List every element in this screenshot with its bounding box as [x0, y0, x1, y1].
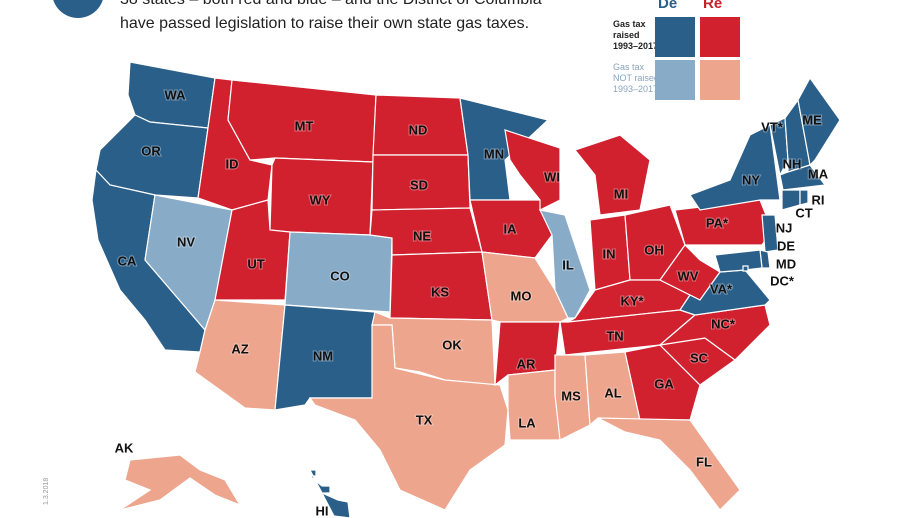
legend-swatch: [655, 17, 695, 57]
state-label: GA: [654, 376, 674, 391]
state-label: HI: [316, 503, 329, 518]
state-label: MS: [561, 388, 581, 403]
state: [481, 251, 569, 323]
credit: 1.3.2018: [43, 478, 50, 505]
state: [689, 124, 781, 211]
state: [799, 189, 809, 206]
state: [714, 249, 763, 273]
state-label: NJ: [776, 220, 793, 235]
state-label: OK: [442, 337, 462, 352]
state: [504, 129, 561, 211]
state-label: LA: [518, 415, 536, 430]
state-label: WY: [310, 192, 331, 207]
state-label: ND: [409, 122, 428, 137]
state: [538, 209, 591, 319]
state: [469, 199, 553, 259]
state-label: CT: [795, 205, 812, 220]
state-label: IA: [504, 221, 518, 236]
state: [679, 269, 771, 316]
state-label: SD: [410, 177, 428, 192]
state-label: TX: [416, 412, 433, 427]
state-labels: WA OR CA NV ID MT WY UT CO AZ NM ND SD NE KS OK TX MN IA MO…: [114, 86, 830, 518]
legend-label: NOT raised: [613, 73, 659, 83]
state-label: MA: [808, 166, 829, 181]
state-label: CO: [330, 268, 350, 283]
state-label: MT: [295, 118, 314, 133]
state: [573, 134, 651, 216]
legend-label: 1993–2017: [613, 41, 658, 51]
state-label: NY: [742, 172, 760, 187]
state-label: NE: [413, 228, 431, 243]
legend-swatch: [655, 60, 695, 100]
state-label: WA: [165, 87, 187, 102]
legend-swatch: [700, 60, 740, 100]
legend-label: Gas tax: [613, 62, 645, 72]
state: [779, 164, 827, 191]
state: [119, 454, 242, 511]
state-label: ME: [802, 112, 822, 127]
state-label: DC*: [770, 273, 795, 288]
state-label: MI: [614, 186, 628, 201]
state-label: NV: [177, 234, 195, 249]
state-label: DE: [777, 238, 795, 253]
state-label: KS: [431, 284, 449, 299]
state: [308, 324, 509, 511]
state-label: WI: [544, 169, 560, 184]
state-label: NH: [783, 156, 802, 171]
state: [624, 344, 701, 421]
state-label: NC*: [711, 316, 736, 331]
state-label: AR: [517, 356, 536, 371]
state: [761, 214, 779, 253]
state-label: MN: [484, 146, 504, 161]
state-label: MD: [776, 256, 796, 271]
state-label: ID: [226, 156, 239, 171]
state-label: RI: [812, 192, 825, 207]
legend-label: Gas tax: [613, 19, 646, 29]
legend-column-label: Re: [703, 0, 722, 12]
header-line: have passed legislation to raise their o…: [120, 15, 529, 32]
state-label: UT: [247, 256, 264, 271]
state-label: MO: [511, 288, 532, 303]
state-label: AL: [604, 385, 621, 400]
legend-swatch: [700, 17, 740, 57]
state-label: WV: [678, 268, 699, 283]
state-label: AZ: [231, 341, 248, 356]
state-label: SC: [690, 350, 709, 365]
state-label: IN: [603, 246, 616, 261]
states: [91, 61, 841, 518]
state-label: NM: [313, 348, 333, 363]
state: [91, 168, 206, 353]
state-label: AK: [115, 440, 134, 455]
state-label: OH: [644, 242, 664, 257]
state: [308, 469, 351, 518]
legend-label: raised: [613, 30, 640, 40]
legend-label: 1993–2017: [613, 84, 658, 94]
state-label: OR: [141, 143, 161, 158]
state-label: PA*: [706, 215, 729, 230]
state: [742, 265, 749, 272]
logo: [53, 0, 103, 18]
state: [554, 354, 591, 441]
state-label: FL: [696, 454, 712, 469]
legend-column-label: De: [658, 0, 677, 12]
state-label: TN: [606, 328, 623, 343]
state: [597, 417, 741, 511]
state-label: IL: [562, 257, 574, 272]
state: [797, 76, 841, 167]
state-label: KY*: [620, 293, 644, 308]
state-label: CA: [118, 253, 137, 268]
state-label: VT*: [761, 119, 784, 134]
state-label: VA*: [710, 281, 733, 296]
header-line: 38 states – both red and blue – and the …: [120, 0, 542, 8]
